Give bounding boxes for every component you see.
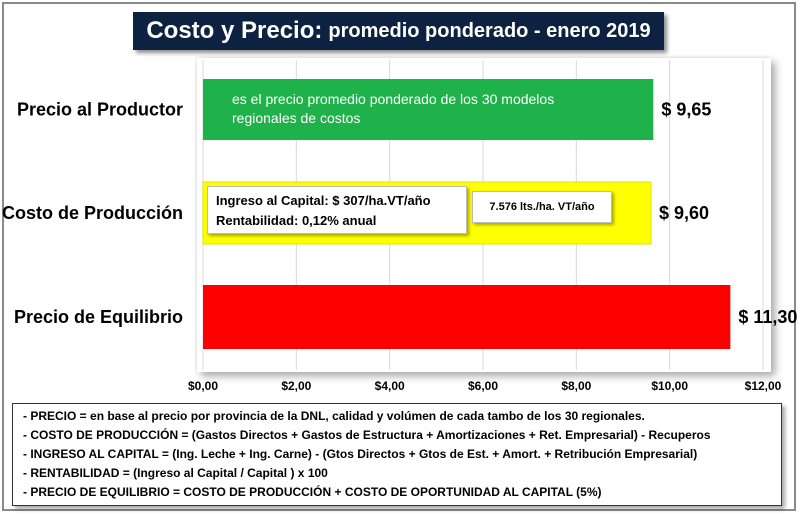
profitability-text: Rentabilidad: 0,12% anual bbox=[216, 213, 377, 228]
note-costo: - COSTO DE PRODUCCIÓN = (Gastos Directos… bbox=[23, 428, 711, 442]
x-tick-label-5: $10,00 bbox=[651, 379, 688, 393]
note-rentabilidad: - RENTABILIDAD = (Ingreso al Capital / C… bbox=[23, 466, 328, 480]
category-labels: Precio al Productor Costo de Producción Pr… bbox=[2, 100, 183, 328]
value-label-2: $ 11,30 bbox=[738, 307, 797, 327]
category-label-2: Precio de Equilibrio bbox=[14, 307, 183, 327]
chart-title: Costo y Precio: promedio ponderado - ene… bbox=[133, 12, 664, 50]
x-tick-label-0: $0,00 bbox=[188, 379, 218, 393]
green-bar-note: es el precio promedio ponderado de los 3… bbox=[232, 91, 555, 126]
value-label-0: $ 9,65 bbox=[661, 100, 711, 120]
x-tick-label-2: $4,00 bbox=[375, 379, 405, 393]
liters-text: 7.576 lts./ha. VT/año bbox=[489, 201, 595, 213]
value-labels: $ 9,65 $ 9,60 $ 11,30 bbox=[659, 100, 797, 328]
value-label-1: $ 9,60 bbox=[659, 203, 709, 223]
note-precio: - PRECIO = en base al precio por provinc… bbox=[23, 409, 645, 423]
capital-income-box: Ingreso al Capital: $ 307/ha.VT/año Rent… bbox=[207, 186, 467, 234]
note-ingreso: - INGRESO AL CAPITAL = (Ing. Leche + Ing… bbox=[23, 447, 698, 461]
bar-2 bbox=[203, 285, 731, 349]
liters-box: 7.576 lts./ha. VT/año bbox=[472, 191, 612, 223]
capital-income-text: Ingreso al Capital: $ 307/ha.VT/año bbox=[216, 193, 431, 208]
x-tick-label-6: $12,00 bbox=[745, 379, 782, 393]
x-tick-labels: $0,00 $2,00 $4,00 $6,00 $8,00 $10,00 $12,00 bbox=[188, 379, 782, 393]
note-equilibrio: - PRECIO DE EQUILIBRIO = COSTO DE PRODUC… bbox=[23, 485, 602, 499]
category-label-0: Precio al Productor bbox=[17, 100, 183, 120]
x-tick-label-4: $8,00 bbox=[561, 379, 591, 393]
title-sub: promedio ponderado - enero 2019 bbox=[328, 19, 651, 42]
category-label-1: Costo de Producción bbox=[2, 203, 183, 223]
title-main: Costo y Precio: bbox=[146, 17, 323, 44]
x-tick-label-1: $2,00 bbox=[281, 379, 311, 393]
definitions-box: - PRECIO = en base al precio por provinc… bbox=[12, 403, 782, 506]
x-tick-label-3: $6,00 bbox=[468, 379, 498, 393]
bar-0 bbox=[203, 79, 654, 140]
